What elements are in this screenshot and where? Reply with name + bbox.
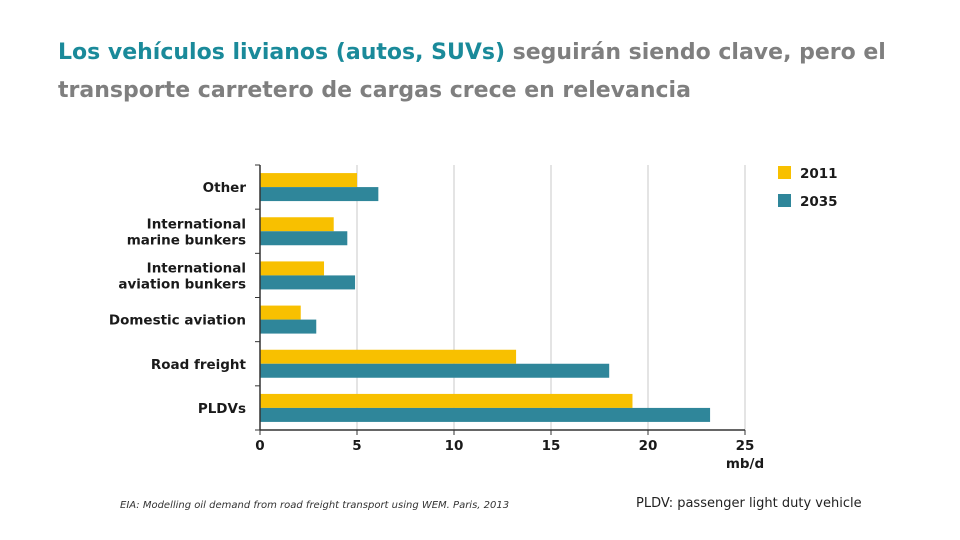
bar-2011-0 <box>260 173 357 188</box>
bar-2035-3 <box>260 319 317 334</box>
x-axis-label: mb/d <box>726 456 764 472</box>
category-label-4-0: Road freight <box>151 357 247 373</box>
slide-title-highlight: Los vehículos livianos (autos, SUVs) <box>58 40 505 65</box>
x-tick-label-20: 20 <box>639 438 658 454</box>
bar-2011-3 <box>260 305 301 320</box>
slide-title-rest: seguirán siendo clave, pero el transport… <box>58 40 886 103</box>
source-note: EIA: Modelling oil demand from road frei… <box>120 500 510 511</box>
x-tick-label-15: 15 <box>542 438 561 454</box>
bar-2035-1 <box>260 231 348 246</box>
category-label-3-0: Domestic aviation <box>109 313 246 329</box>
category-label-0-0: Other <box>203 180 247 196</box>
plot-area <box>260 165 745 430</box>
x-tick-label-0: 0 <box>255 438 264 454</box>
category-label-5-0: PLDVs <box>198 401 246 417</box>
slide-title: Los vehículos livianos (autos, SUVs) seg… <box>58 34 938 110</box>
bar-2035-2 <box>260 275 356 290</box>
bar-2011-2 <box>260 261 325 276</box>
x-tick-label-10: 10 <box>445 438 464 454</box>
x-tick-label-25: 25 <box>736 438 755 454</box>
legend-label-2011: 2011 <box>800 166 838 182</box>
footnote: PLDV: passenger light duty vehicle <box>636 496 862 511</box>
category-label-2-1: aviation bunkers <box>118 276 246 292</box>
bar-2035-0 <box>260 187 379 202</box>
bar-2011-5 <box>260 393 633 408</box>
category-label-1-0: International <box>147 216 246 232</box>
legend-label-2035: 2035 <box>800 194 838 210</box>
legend-swatch-2011 <box>778 166 791 179</box>
bar-2011-4 <box>260 349 517 364</box>
legend-swatch-2035 <box>778 194 791 207</box>
x-tick-label-5: 5 <box>352 438 361 454</box>
category-label-1-1: marine bunkers <box>127 232 246 248</box>
category-label-2-0: International <box>147 260 246 276</box>
bar-2035-5 <box>260 407 711 422</box>
bar-2011-1 <box>260 217 334 232</box>
bar-2035-4 <box>260 363 610 378</box>
